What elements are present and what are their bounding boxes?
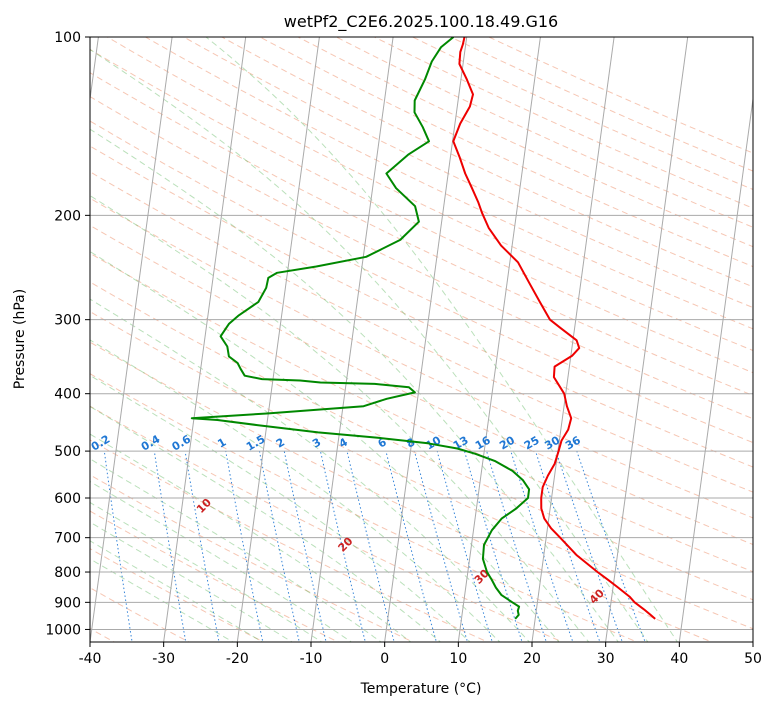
dry-adiabat-line bbox=[411, 37, 753, 190]
dry-adiabat-line bbox=[297, 37, 753, 248]
isotherm-line bbox=[310, 37, 394, 642]
x-tick-label: -30 bbox=[152, 651, 175, 667]
y-tick-label: 700 bbox=[54, 531, 81, 547]
isotherm-line bbox=[163, 37, 247, 642]
dry-adiabat-line bbox=[258, 37, 753, 268]
isotherm-line bbox=[90, 37, 173, 642]
mixing-ratio-line bbox=[346, 450, 395, 642]
mixing-ratio-line bbox=[153, 451, 187, 642]
mixing-ratio-line bbox=[555, 450, 623, 642]
isotherm-line bbox=[678, 95, 753, 642]
dewpoint-line bbox=[190, 37, 531, 620]
isotherm-line bbox=[384, 37, 468, 642]
y-axis-label: Pressure (hPa) bbox=[12, 289, 28, 389]
axes: -40 -30 -20 -10 0 10 20 30 40 50 100 200 300 400 500 60… bbox=[45, 30, 762, 667]
dry-adiabat-line bbox=[90, 72, 753, 397]
chart-title: wetPf2_C2E6.2025.100.18.49.G16 bbox=[284, 12, 558, 32]
y-tick-label: 800 bbox=[54, 565, 81, 581]
profile-series bbox=[190, 37, 656, 620]
dry-adiabat-line bbox=[90, 145, 753, 468]
mixing-ratio-line bbox=[184, 451, 220, 642]
dry-adiabat-line bbox=[90, 311, 753, 630]
dry-adiabat-line bbox=[90, 474, 415, 642]
dry-adiabat-line bbox=[90, 171, 753, 493]
x-tick-label: 10 bbox=[449, 651, 467, 667]
x-tick-label: 0 bbox=[380, 651, 389, 667]
isotherm-line bbox=[236, 37, 320, 642]
x-tick-label: 40 bbox=[670, 651, 688, 667]
dry-adiabat-line bbox=[90, 439, 489, 642]
mixing-ratio-line bbox=[510, 450, 574, 642]
dry-adiabat-line bbox=[90, 341, 714, 642]
x-tick-label: 20 bbox=[523, 651, 541, 667]
x-tick-label: 50 bbox=[744, 651, 762, 667]
dry-adiabat-line bbox=[90, 120, 753, 444]
mixing-ratio-line bbox=[576, 450, 646, 642]
isotherm-line bbox=[457, 37, 541, 642]
y-tick-label: 200 bbox=[54, 208, 81, 224]
y-tick-label: 500 bbox=[54, 444, 81, 460]
y-tick-label: 400 bbox=[54, 387, 81, 403]
mixing-ratio-line bbox=[385, 450, 437, 642]
moist-adiabat-line bbox=[90, 250, 560, 642]
dry-adiabat-line bbox=[90, 224, 753, 546]
mixing-ratio-line bbox=[486, 450, 547, 642]
mixing-ratio-line bbox=[535, 450, 601, 642]
y-tick-label: 600 bbox=[54, 491, 81, 507]
pressure-gridlines bbox=[90, 37, 753, 642]
isotherm-line bbox=[531, 37, 615, 642]
dry-adiabat-line bbox=[106, 37, 753, 352]
x-axis-label: Temperature (°C) bbox=[360, 681, 482, 697]
mixing-ratio-line bbox=[259, 451, 300, 642]
y-tick-label: 1000 bbox=[45, 622, 81, 638]
x-tick-label: -10 bbox=[300, 651, 323, 667]
dry-adiabat-line bbox=[90, 48, 753, 374]
x-tick-label: -20 bbox=[226, 651, 249, 667]
moist-adiabat-line bbox=[90, 405, 442, 642]
mixing-ratio-line bbox=[436, 450, 493, 642]
mixing-ratio-line bbox=[464, 450, 523, 642]
mixing-ratio-line bbox=[283, 450, 327, 642]
dry-adiabat-line bbox=[90, 95, 753, 420]
y-tick-label: 300 bbox=[54, 313, 81, 329]
temperature-line bbox=[452, 37, 656, 620]
y-tick-label: 100 bbox=[54, 30, 81, 46]
mixing-ratio-line bbox=[319, 450, 366, 642]
x-tick-label: 30 bbox=[597, 651, 615, 667]
isotherm-line bbox=[605, 37, 689, 642]
y-tick-label: 900 bbox=[54, 595, 81, 611]
dry-adiabat-line bbox=[373, 37, 753, 209]
x-tick-label: -40 bbox=[79, 651, 102, 667]
dry-adiabat-line bbox=[335, 37, 753, 228]
plot-frame bbox=[89, 36, 754, 643]
